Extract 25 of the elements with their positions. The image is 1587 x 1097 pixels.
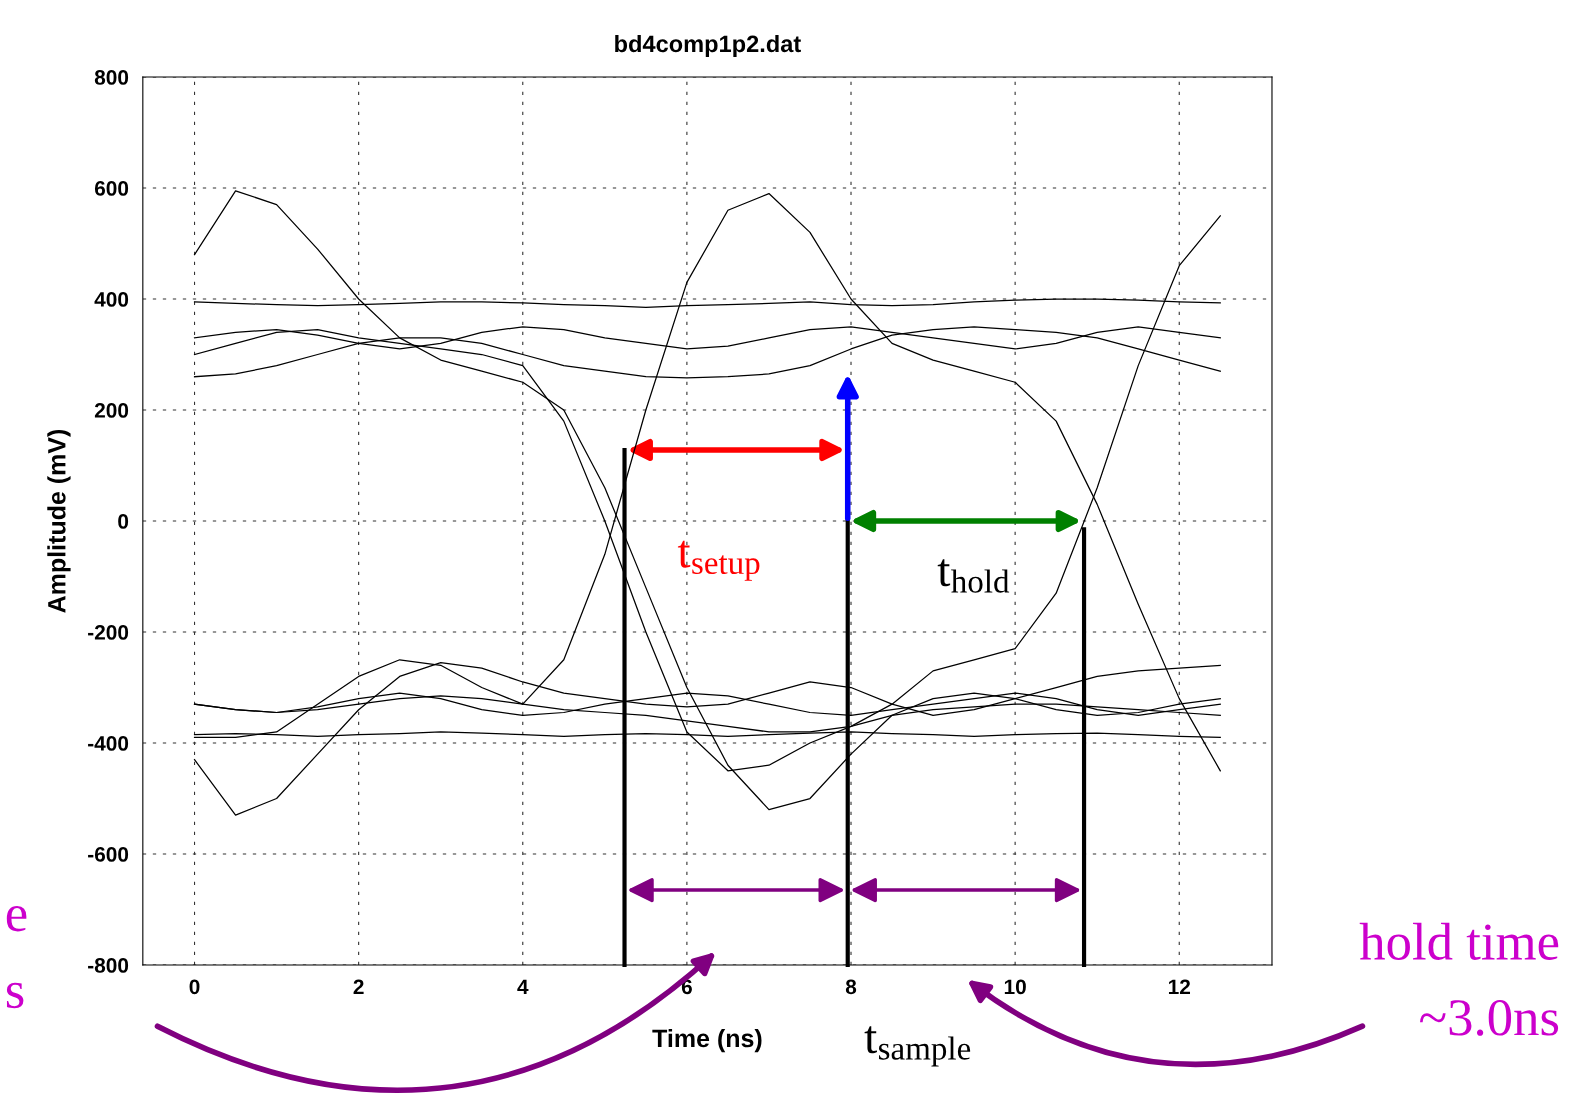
x-tick-label: 10	[1004, 979, 1026, 995]
y-tick-label: 800	[94, 70, 129, 85]
x-tick-label: 8	[845, 979, 857, 995]
x-tick-label: 0	[189, 979, 200, 995]
x-tick-label: 2	[353, 979, 364, 995]
text: e	[6, 906, 27, 932]
x-axis-title: Time (ns)	[652, 1028, 762, 1053]
y-tick-label: -600	[88, 847, 129, 862]
y-tick-label: 400	[94, 292, 129, 307]
ref-line-label: t$_{sample}$	[864, 1026, 971, 1067]
y-tick-label: 200	[94, 403, 129, 418]
y-tick-label: -400	[88, 736, 129, 751]
text: s	[6, 982, 24, 1009]
y-axis-title: Amplitude (mV)	[47, 429, 71, 613]
chart-title: bd4comp1p2.dat	[615, 34, 801, 57]
text: ~3.0ns	[1420, 1000, 1559, 1036]
text: hold time	[1359, 922, 1559, 960]
y-tick-label: -800	[88, 958, 129, 973]
annotation: t$_{hold}$	[937, 559, 1010, 593]
y-tick-label: 600	[94, 181, 129, 196]
annotation: t$_{setup}$	[677, 540, 760, 581]
y-tick-label: 0	[118, 514, 129, 529]
x-tick-label: 12	[1168, 979, 1191, 995]
y-tick-label: -200	[88, 625, 129, 640]
x-tick-label: 4	[517, 979, 529, 995]
